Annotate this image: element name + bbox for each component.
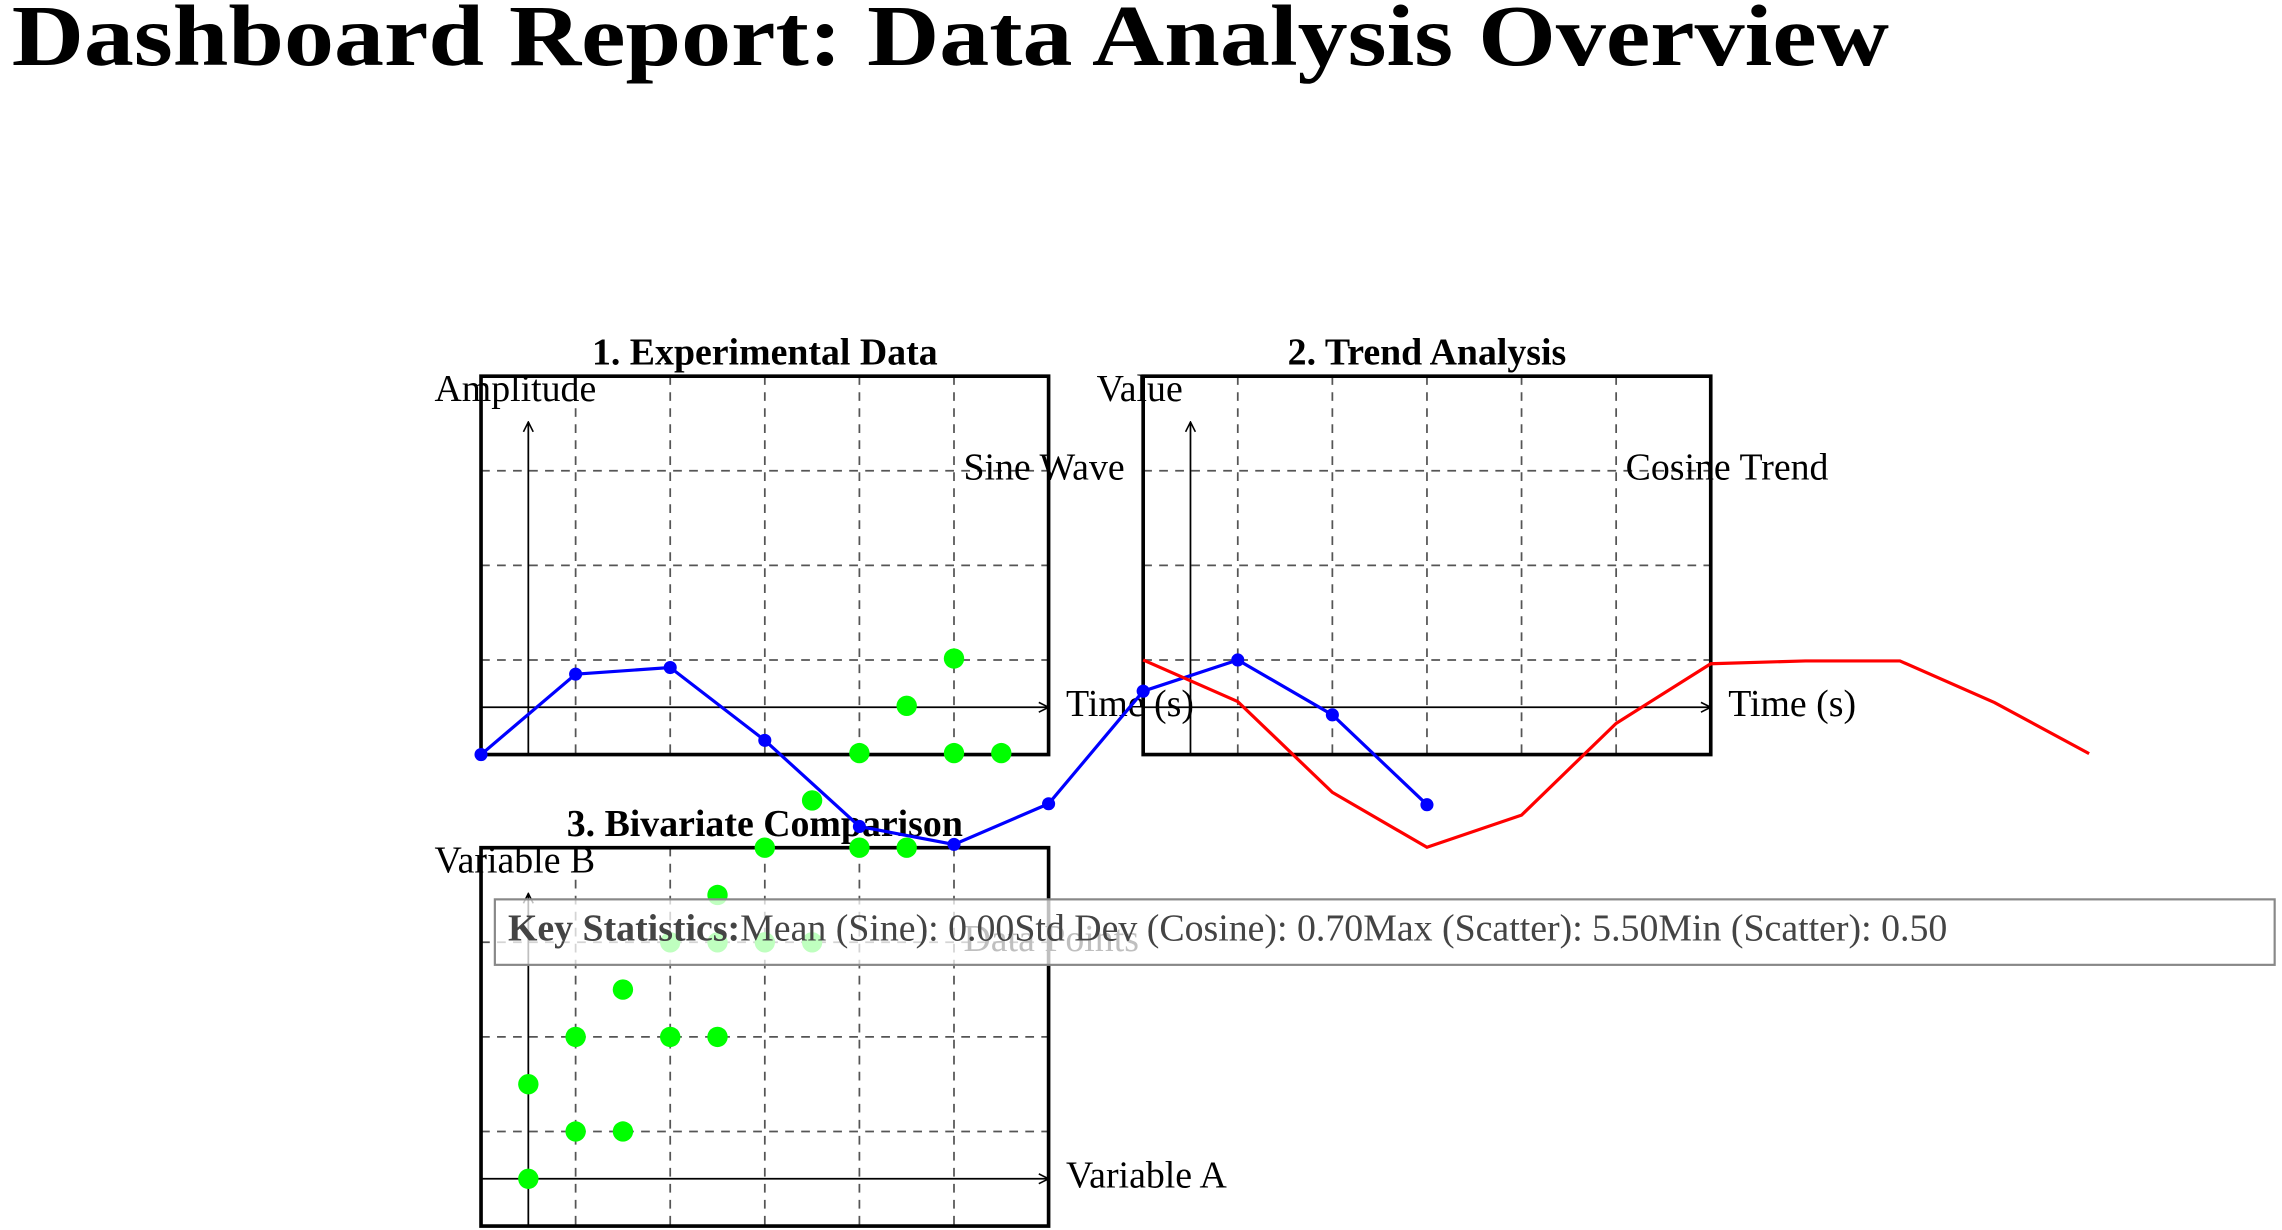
point	[474, 748, 488, 762]
point	[849, 742, 870, 764]
point	[518, 1073, 539, 1095]
point	[565, 1121, 586, 1142]
statistics-box: Key Statistics:Mean (Sine): 0.00Std Dev …	[493, 898, 2276, 966]
statistic: Max (Scatter): 5.50	[1363, 907, 1658, 949]
point	[1231, 653, 1245, 667]
chart-frame	[479, 374, 1051, 757]
chart-title: 1. Experimental Data	[592, 332, 938, 374]
statistics-heading: Key Statistics:	[508, 907, 740, 949]
x-axis-label: Time (s)	[1066, 683, 1194, 725]
point	[801, 790, 823, 811]
point	[991, 742, 1012, 764]
y-axis-label: Amplitude	[434, 368, 596, 410]
statistics-text: Key Statistics:Mean (Sine): 0.00Std Dev …	[508, 907, 1947, 949]
point	[758, 733, 772, 747]
point	[612, 1121, 634, 1142]
series-label: Sine Wave	[963, 446, 1124, 488]
point	[1136, 684, 1150, 698]
x-axis-label: Time (s)	[1728, 683, 1856, 725]
point	[849, 837, 870, 858]
point	[896, 695, 917, 716]
point	[707, 1026, 728, 1048]
grids	[481, 376, 1711, 1227]
charts: 1. Experimental Data Time (s) Amplitude Sin…	[434, 332, 2090, 1228]
series-label: Cosine Trend	[1626, 446, 1829, 488]
point	[1325, 708, 1339, 722]
statistic: Std Dev (Cosine): 0.70	[1014, 907, 1363, 949]
frames: 1. Experimental Data Time (s) Amplitude Sin…	[434, 332, 1856, 1228]
y-axis-label: Value	[1097, 368, 1183, 410]
point	[943, 648, 965, 669]
point	[518, 1168, 539, 1189]
point	[896, 837, 917, 858]
chart-title: 2. Trend Analysis	[1288, 332, 1567, 374]
point	[1042, 797, 1056, 811]
statistic: Min (Scatter): 0.50	[1658, 907, 1947, 949]
point	[663, 660, 677, 675]
x-axis-label: Variable A	[1066, 1154, 1227, 1196]
statistics-frame	[493, 898, 2276, 966]
statistic: Mean (Sine): 0.00	[740, 907, 1014, 949]
chart-frame	[1141, 374, 1713, 757]
point	[852, 819, 866, 834]
point	[754, 837, 775, 858]
page-title: Dashboard Report: Data Analysis Overview	[12, 0, 1889, 84]
point	[1420, 798, 1434, 812]
point	[569, 667, 583, 681]
point	[660, 1026, 681, 1048]
point	[565, 1026, 586, 1048]
line	[1142, 658, 2090, 850]
y-axis-label: Variable B	[434, 839, 595, 881]
point	[947, 837, 961, 851]
point	[612, 979, 634, 1000]
point	[943, 742, 965, 764]
